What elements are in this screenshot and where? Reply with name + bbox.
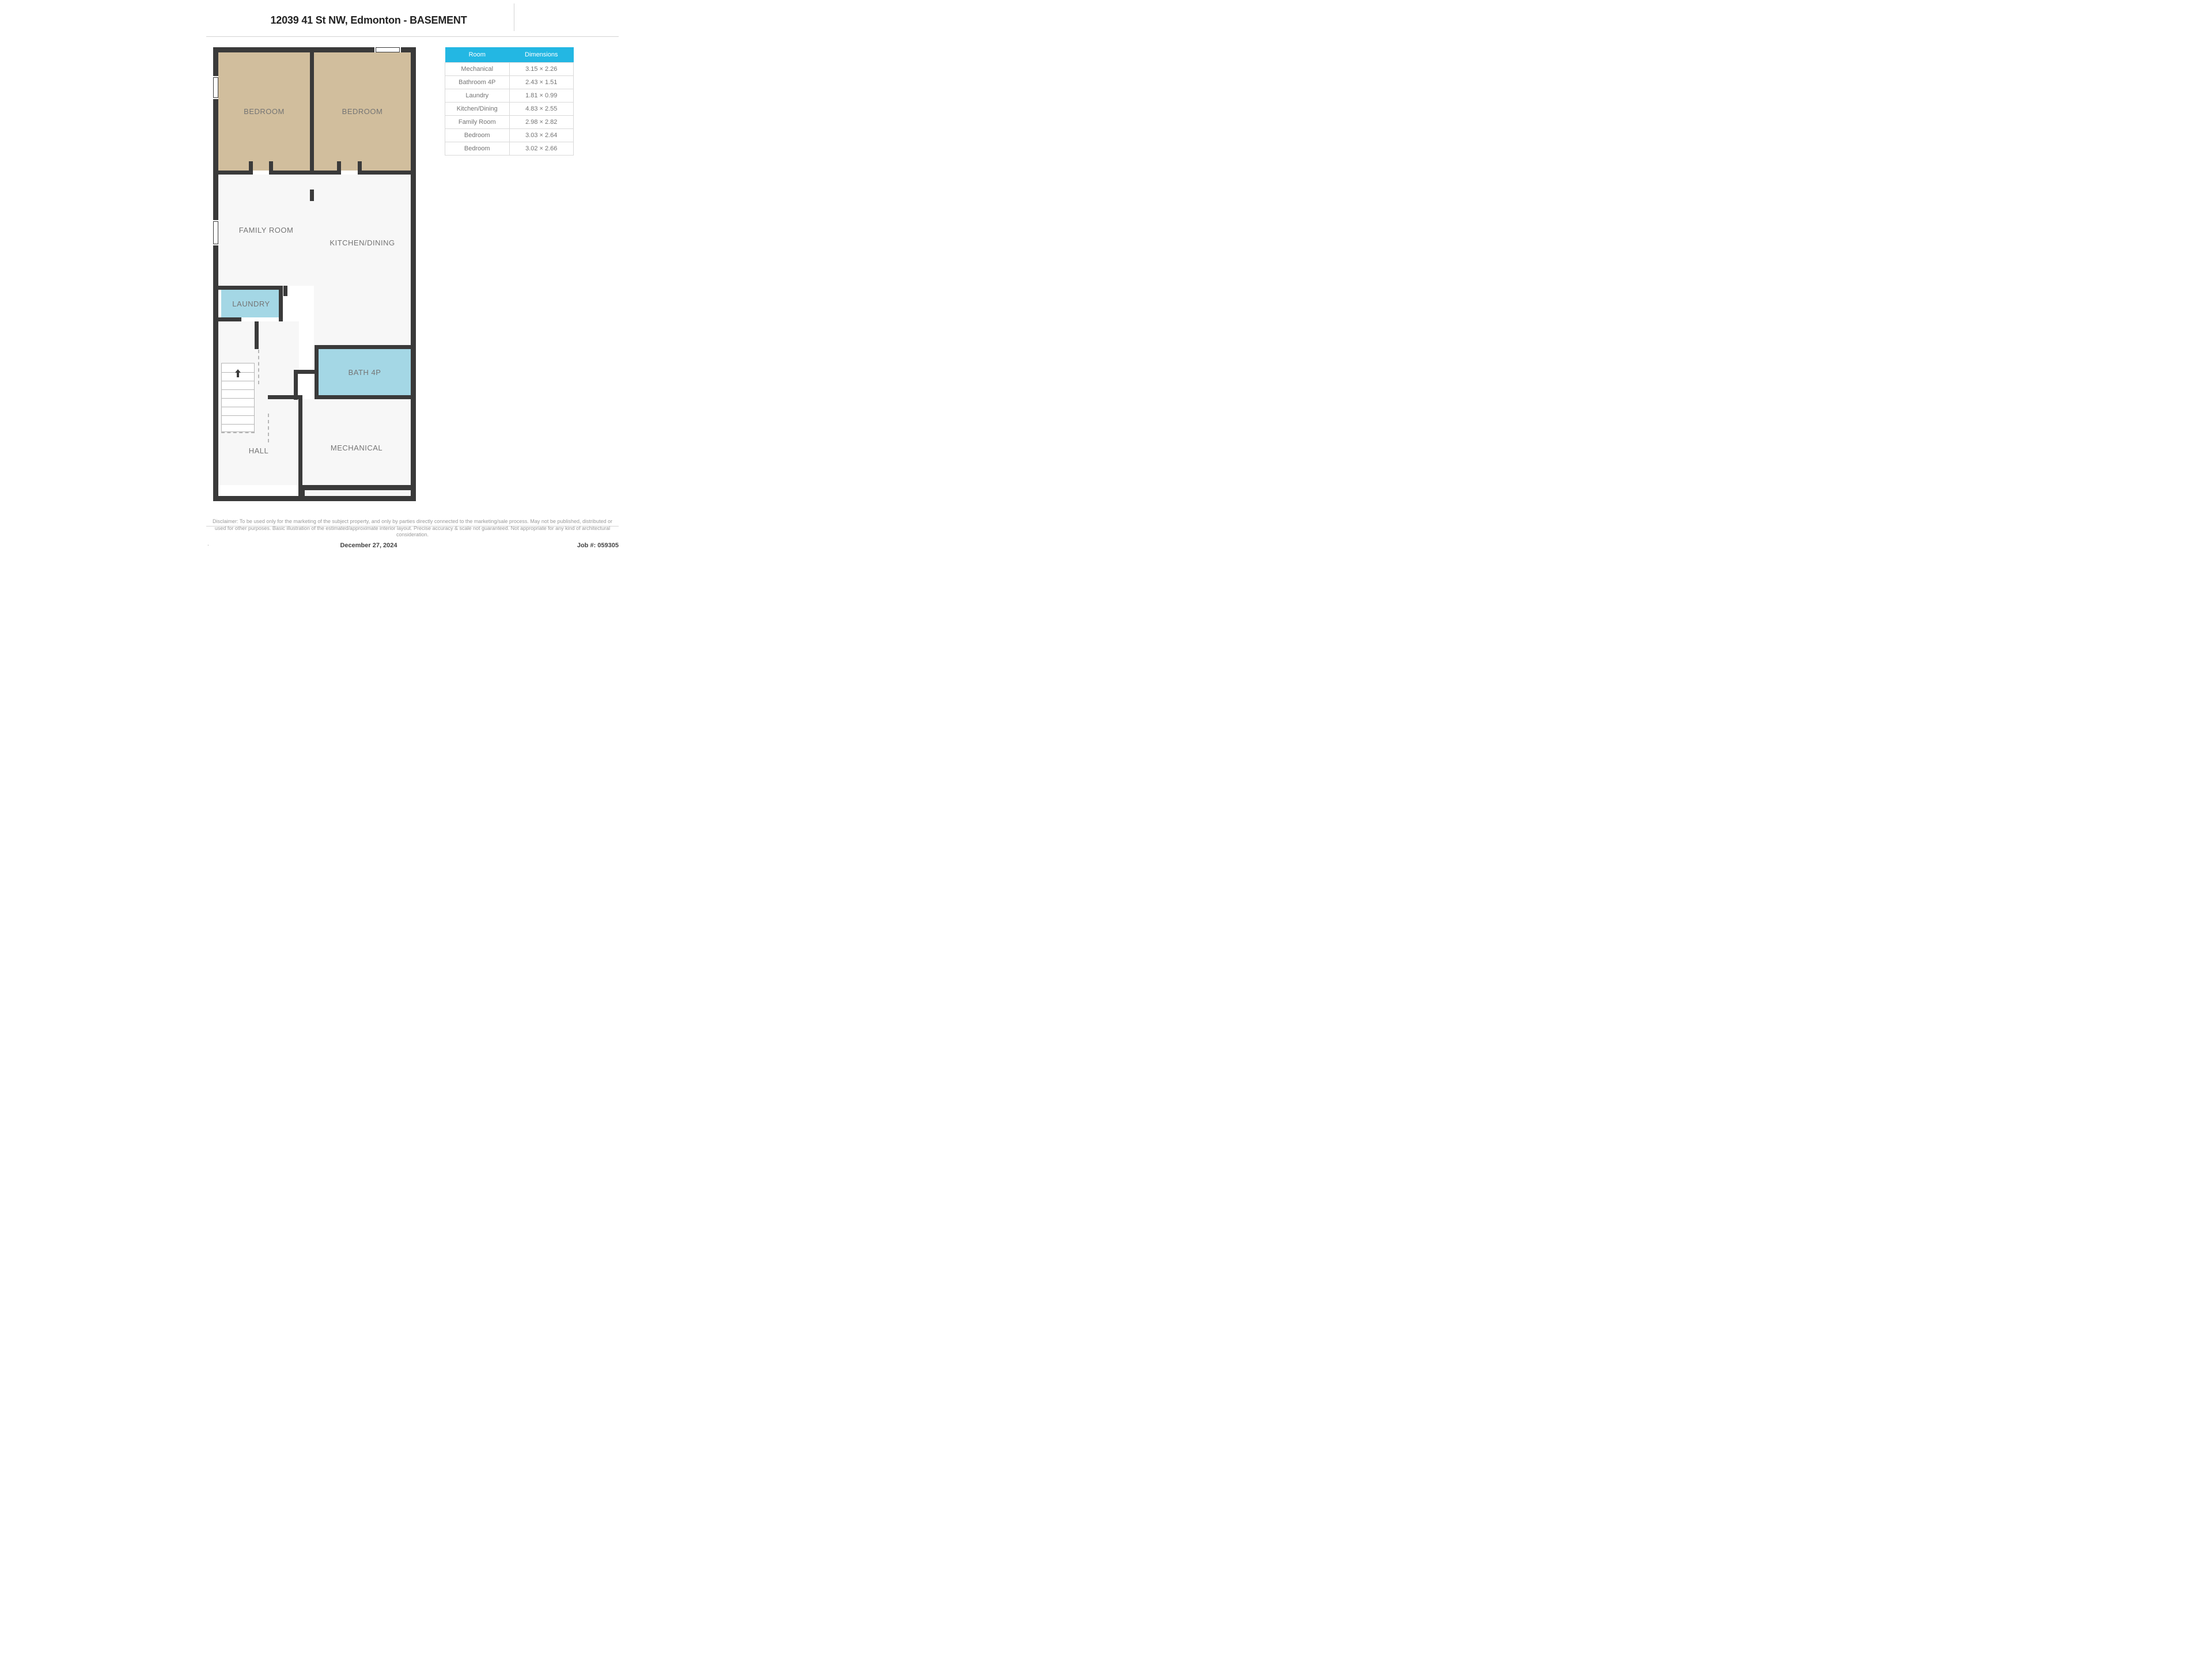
room-label: KITCHEN/DINING — [314, 238, 411, 247]
wall — [213, 496, 416, 501]
wall — [310, 190, 314, 201]
table-header-dim: Dimensions — [509, 47, 574, 63]
wall — [298, 395, 302, 496]
page-title: 12039 41 St NW, Edmonton - BASEMENT — [0, 14, 737, 26]
table-cell-room: Kitchen/Dining — [445, 103, 510, 116]
wall — [218, 286, 283, 290]
room-label: BEDROOM — [342, 107, 383, 116]
stair-arrow-icon — [235, 369, 241, 380]
wall — [249, 161, 253, 175]
wall — [255, 321, 259, 349]
table-cell-room: Family Room — [445, 116, 510, 129]
room-kitchen-dining: KITCHEN/DINING — [314, 175, 411, 345]
room-bedroom-left: BEDROOM — [218, 52, 310, 171]
wall — [268, 395, 302, 399]
room-mechanical: MECHANICAL — [302, 399, 411, 496]
wall — [213, 171, 249, 175]
stair-tread — [222, 389, 254, 390]
dimensions-table: Room Dimensions Mechanical3.15 × 2.26Bat… — [445, 47, 574, 156]
wall — [314, 171, 337, 175]
window-mark — [213, 77, 218, 98]
dashed-partition — [258, 350, 259, 384]
table-cell-dim: 3.03 × 2.64 — [509, 129, 574, 142]
table-cell-dim: 4.83 × 2.55 — [509, 103, 574, 116]
table-row: Family Room2.98 × 2.82 — [445, 116, 574, 129]
table-cell-room: Bedroom — [445, 129, 510, 142]
table-row: Kitchen/Dining4.83 × 2.55 — [445, 103, 574, 116]
table-row: Bedroom3.02 × 2.66 — [445, 142, 574, 156]
floorplan: BEDROOM BEDROOM FAMILY ROOM KITCHEN/DINING L… — [213, 47, 416, 501]
footer-date: December 27, 2024 — [0, 542, 737, 549]
room-label: MECHANICAL — [331, 444, 382, 452]
room-bedroom-right: BEDROOM — [314, 52, 411, 171]
table-cell-room: Mechanical — [445, 63, 510, 76]
dashed-partition — [268, 414, 269, 442]
wall — [294, 370, 317, 374]
wall — [310, 47, 314, 175]
dashed-partition — [221, 432, 255, 433]
disclaimer-text: Disclaimer: To be used only for the mark… — [206, 518, 619, 538]
wall — [213, 99, 218, 220]
wall — [213, 47, 374, 52]
table-row: Mechanical3.15 × 2.26 — [445, 63, 574, 76]
wall — [358, 161, 362, 175]
wall — [315, 345, 415, 349]
room-bath: BATH 4P — [319, 349, 411, 395]
footer-job: Job #: 059305 — [577, 542, 619, 549]
table-cell-dim: 2.43 × 1.51 — [509, 76, 574, 89]
room-label: FAMILY ROOM — [239, 226, 294, 234]
room-label: HALL — [249, 446, 269, 455]
wall — [337, 161, 341, 175]
table-row: Laundry1.81 × 0.99 — [445, 89, 574, 103]
room-label: BATH 4P — [349, 368, 381, 377]
window-mark — [376, 47, 400, 52]
table-cell-dim: 1.81 × 0.99 — [509, 89, 574, 103]
room-label: LAUNDRY — [232, 300, 270, 308]
wall — [213, 47, 218, 76]
wall — [269, 161, 273, 175]
table-cell-room: Laundry — [445, 89, 510, 103]
table-cell-dim: 3.15 × 2.26 — [509, 63, 574, 76]
wall — [283, 286, 287, 296]
window-mark — [213, 221, 218, 244]
table-cell-dim: 2.98 × 2.82 — [509, 116, 574, 129]
room-family-room: FAMILY ROOM — [218, 175, 314, 286]
wall — [213, 245, 218, 485]
wall — [273, 171, 310, 175]
title-divider — [206, 36, 619, 37]
wall — [218, 317, 241, 321]
stairs — [221, 363, 255, 432]
table-cell-room: Bathroom 4P — [445, 76, 510, 89]
stair-tread — [222, 424, 254, 425]
table-cell-room: Bedroom — [445, 142, 510, 156]
wall — [315, 395, 415, 399]
table-cell-dim: 3.02 × 2.66 — [509, 142, 574, 156]
table-header-room: Room — [445, 47, 510, 63]
stair-tread — [222, 415, 254, 416]
wall — [279, 286, 283, 321]
room-laundry: LAUNDRY — [221, 290, 281, 317]
wall — [300, 485, 416, 490]
table-row: Bathroom 4P2.43 × 1.51 — [445, 76, 574, 89]
room-label: BEDROOM — [244, 107, 285, 116]
wall — [411, 47, 416, 501]
stair-tread — [222, 398, 254, 399]
table-row: Bedroom3.03 × 2.64 — [445, 129, 574, 142]
wall — [362, 171, 416, 175]
